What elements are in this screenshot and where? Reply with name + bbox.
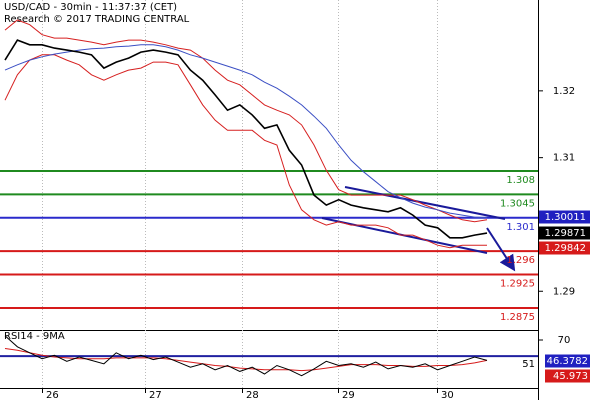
chart-title: USD/CAD - 30min - 11:37:37 (CET) (4, 2, 177, 13)
level-label: 1.2925 (500, 279, 535, 290)
x-tick-label: 30 (441, 390, 454, 400)
rsi-tag-label: 45.973 (553, 371, 588, 382)
price-tag-label: 1.30011 (545, 212, 586, 223)
series-line (4, 19, 488, 223)
y-tick-label: 1.29 (553, 286, 575, 297)
x-tick-label: 26 (46, 390, 59, 400)
level-label: 1.296 (506, 255, 535, 266)
series-line (4, 44, 488, 219)
level-label: 1.301 (506, 222, 535, 233)
series-line (4, 39, 488, 239)
series-line (4, 54, 487, 249)
x-tick-label: 29 (342, 390, 355, 400)
price-tag (539, 241, 590, 255)
y-tick-label: 1.32 (553, 86, 575, 97)
rsi-level-label: 51 (522, 359, 535, 370)
y-tick-label: 1.31 (553, 153, 575, 164)
x-tick-label: 27 (149, 390, 162, 400)
price-tag (539, 210, 590, 224)
chart-subtitle: Research © 2017 TRADING CENTRAL (4, 14, 190, 25)
price-tag (539, 226, 590, 240)
rsi-y-tick-label: 70 (558, 335, 571, 346)
level-label: 1.308 (506, 175, 535, 186)
level-label: 1.2875 (500, 312, 535, 323)
series-line (4, 335, 488, 377)
x-tick-label: 28 (246, 390, 259, 400)
price-tag-label: 1.29842 (545, 243, 586, 254)
rsi-tag (545, 369, 590, 383)
price-tag-label: 1.29871 (545, 228, 586, 239)
rsi-title: RSI14 - 9MA (4, 331, 65, 342)
level-label: 1.3045 (500, 198, 535, 209)
forecast-arrow (486, 227, 516, 272)
rsi-tag (545, 354, 590, 368)
rsi-tag-label: 46.3782 (547, 356, 588, 367)
trend-line (344, 186, 506, 220)
